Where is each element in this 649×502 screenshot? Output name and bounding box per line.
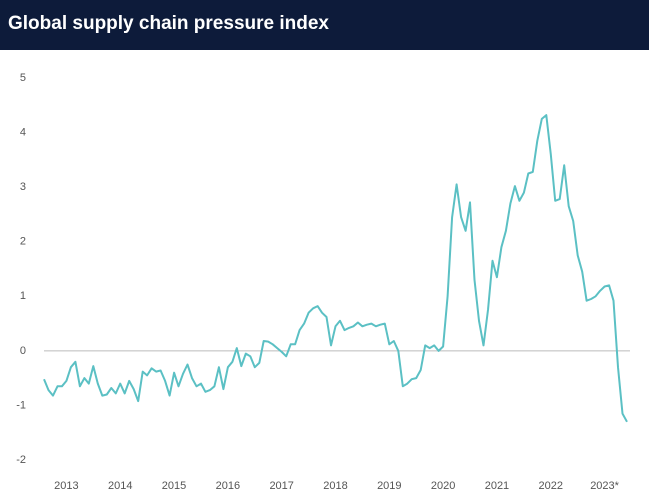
chart-title: Global supply chain pressure index (8, 13, 329, 34)
y-tick-label: -2 (16, 454, 26, 466)
x-tick-label: 2020 (431, 480, 455, 492)
y-tick-label: 2 (20, 236, 26, 248)
y-tick-label: 0 (20, 345, 26, 357)
y-tick-label: -1 (16, 399, 26, 411)
x-tick-label: 2019 (377, 480, 401, 492)
x-tick-label: 2017 (269, 480, 293, 492)
y-tick-label: 1 (20, 290, 26, 302)
x-tick-label: 2022 (539, 480, 563, 492)
y-tick-label: 5 (20, 72, 26, 84)
x-tick-label: 2015 (162, 480, 186, 492)
x-tick-label: 2013 (54, 480, 78, 492)
x-tick-label: 2021 (485, 480, 509, 492)
y-tick-label: 3 (20, 181, 26, 193)
y-tick-label: 4 (20, 126, 26, 138)
x-tick-label: 2016 (216, 480, 240, 492)
x-tick-label: 2023* (590, 480, 619, 492)
series-line (43, 114, 628, 423)
x-tick-label: 2018 (323, 480, 347, 492)
x-tick-label: 2014 (108, 480, 132, 492)
header-bar (0, 0, 649, 50)
